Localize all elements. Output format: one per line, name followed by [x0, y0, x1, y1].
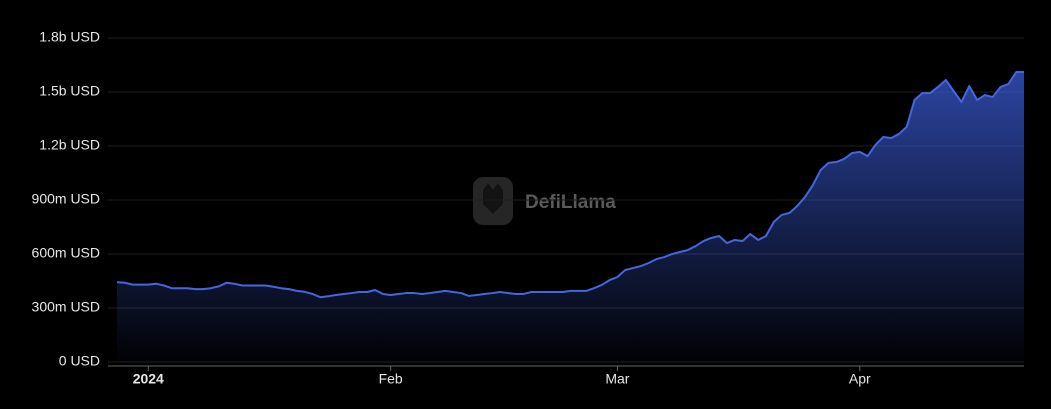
line [116, 71, 1024, 299]
y-tick-label: 900m USD [32, 191, 100, 207]
area-fill [117, 72, 1024, 363]
watermark: DefiLlama [525, 192, 616, 213]
y-tick-label: 1.8b USD [39, 29, 100, 45]
watermark-logo [473, 177, 513, 225]
y-tick-label: 600m USD [32, 245, 100, 261]
y-tick-label: 300m USD [32, 299, 100, 315]
x-tick-label: Feb [379, 371, 403, 387]
y-tick-label: 1.2b USD [39, 137, 100, 153]
y-tick-label: 0 USD [59, 353, 100, 369]
x-tick-label: 2024 [133, 371, 164, 387]
x-tick-label: Apr [849, 371, 871, 387]
y-tick-label: 1.5b USD [39, 83, 100, 99]
x-tick-label: Mar [605, 371, 629, 387]
